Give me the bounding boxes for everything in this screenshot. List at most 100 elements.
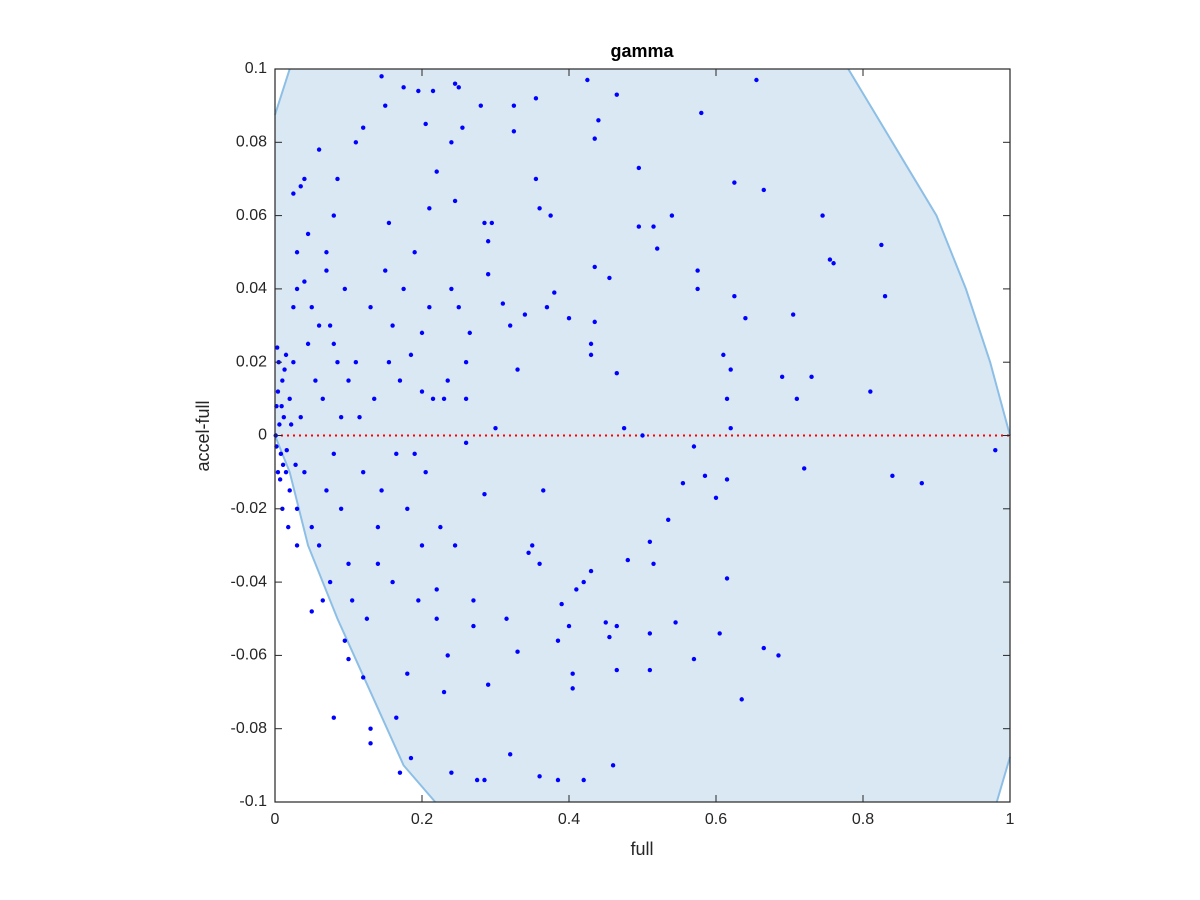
point xyxy=(383,268,388,273)
point xyxy=(294,543,300,548)
point xyxy=(316,147,322,152)
point xyxy=(537,774,542,779)
point xyxy=(588,352,594,358)
point xyxy=(452,81,458,86)
chart-title: gamma xyxy=(610,41,674,61)
point xyxy=(533,176,539,182)
y-tick-label: 0 xyxy=(258,427,267,444)
point xyxy=(313,378,318,383)
region-edge xyxy=(274,435,436,803)
point xyxy=(636,224,642,229)
point xyxy=(327,323,333,328)
point xyxy=(316,323,322,328)
point xyxy=(390,323,395,328)
point xyxy=(544,305,550,310)
y-tick-label: -0.02 xyxy=(231,500,268,517)
point xyxy=(471,623,476,629)
point xyxy=(614,92,619,97)
point xyxy=(500,301,506,306)
point xyxy=(548,213,553,218)
point xyxy=(655,246,660,251)
point xyxy=(732,294,737,299)
point xyxy=(419,389,425,394)
x-tick-label: 0.4 xyxy=(558,811,580,828)
point xyxy=(390,579,395,585)
point xyxy=(530,543,535,548)
point xyxy=(283,352,289,358)
point xyxy=(434,169,439,174)
point xyxy=(647,667,653,673)
point xyxy=(346,656,351,662)
point xyxy=(412,250,417,255)
y-tick-label: -0.04 xyxy=(231,573,268,590)
x-tick-label: 1 xyxy=(1006,811,1015,828)
point xyxy=(275,345,280,350)
point xyxy=(320,598,325,603)
point xyxy=(275,389,281,394)
point xyxy=(280,378,285,383)
region-edge xyxy=(995,756,1011,803)
y-tick-label: -0.08 xyxy=(231,720,268,737)
point xyxy=(721,352,726,358)
point xyxy=(794,396,800,402)
point xyxy=(449,286,454,292)
y-tick-label: -0.1 xyxy=(239,793,267,810)
point xyxy=(353,140,359,145)
point xyxy=(372,396,377,402)
point xyxy=(596,118,601,123)
point xyxy=(614,667,619,673)
point xyxy=(570,686,575,691)
point xyxy=(555,638,561,643)
point xyxy=(327,579,333,585)
point xyxy=(423,469,428,475)
point xyxy=(277,422,282,427)
point xyxy=(445,653,450,658)
point xyxy=(802,466,807,471)
point xyxy=(408,755,414,761)
point xyxy=(724,576,730,581)
point xyxy=(522,312,528,317)
point xyxy=(485,682,491,687)
point xyxy=(286,524,291,530)
point xyxy=(338,506,344,511)
x-axis-label: full xyxy=(630,839,653,859)
point xyxy=(408,352,414,358)
point xyxy=(349,598,355,603)
point xyxy=(581,777,586,783)
point xyxy=(463,396,469,402)
point xyxy=(416,598,421,603)
point xyxy=(919,480,924,486)
point xyxy=(478,103,483,108)
point xyxy=(691,656,697,662)
point xyxy=(592,264,597,270)
point xyxy=(779,374,785,380)
point xyxy=(809,374,814,380)
region-edge xyxy=(274,68,291,116)
point xyxy=(280,462,286,468)
point xyxy=(728,367,733,372)
point xyxy=(335,360,340,365)
point xyxy=(302,176,307,182)
point xyxy=(743,316,748,321)
point xyxy=(761,645,766,651)
point xyxy=(383,103,388,108)
point xyxy=(508,752,513,757)
point xyxy=(621,425,627,431)
point xyxy=(361,469,366,475)
point xyxy=(427,305,432,310)
point xyxy=(302,469,307,475)
point xyxy=(280,506,285,511)
point xyxy=(419,330,425,336)
point xyxy=(511,103,517,108)
point xyxy=(882,294,888,299)
point xyxy=(728,425,733,431)
point xyxy=(397,770,403,775)
point xyxy=(566,623,572,629)
point xyxy=(291,305,296,310)
point xyxy=(331,213,336,218)
point xyxy=(555,777,561,783)
point xyxy=(695,286,700,292)
point xyxy=(394,451,399,457)
point xyxy=(386,360,392,365)
point xyxy=(291,191,296,196)
